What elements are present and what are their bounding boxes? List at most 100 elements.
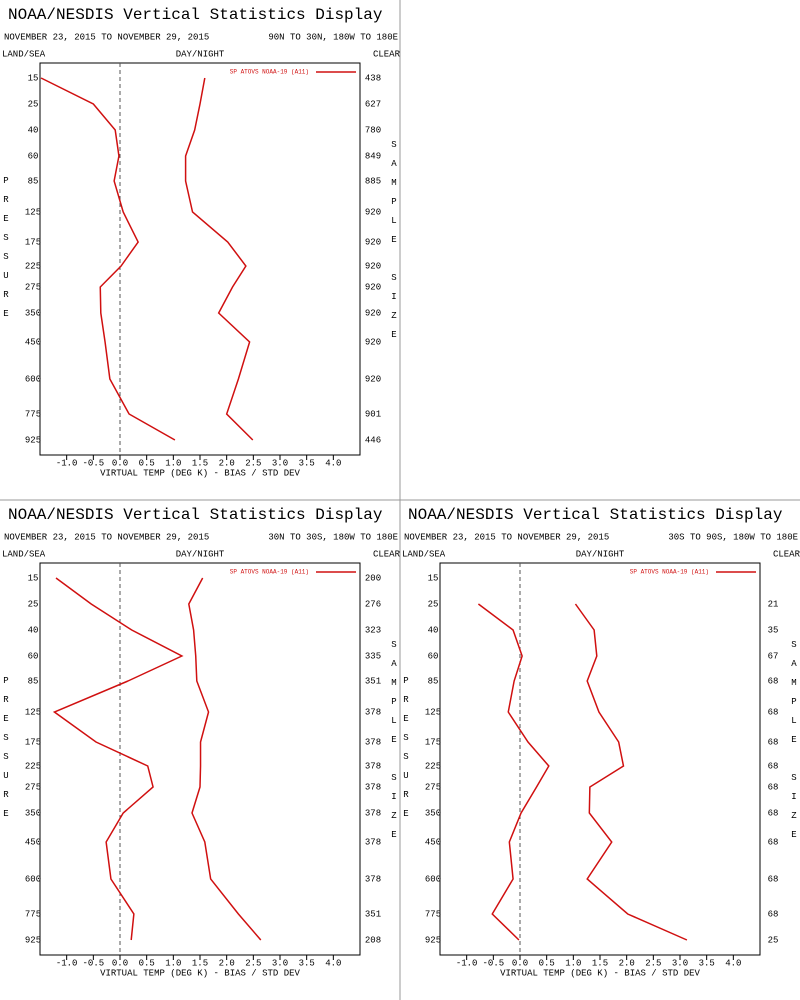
sample-size: 68 — [768, 761, 779, 771]
y-tick-label: 15 — [28, 573, 39, 583]
sample-size: 21 — [768, 599, 779, 609]
sample-size: 780 — [365, 125, 381, 135]
sample-size: 67 — [768, 651, 779, 661]
y-axis-label: PRESSURE — [401, 676, 411, 828]
legend-label: SP ATOVS NOAA-19 (A11) — [230, 69, 309, 76]
y-tick-label: 350 — [425, 808, 441, 818]
x-tick-label: 0.5 — [539, 958, 555, 968]
region: 30S TO 90S, 180W TO 180E — [668, 532, 798, 542]
y-tick-label: 600 — [425, 874, 441, 884]
series-line — [188, 577, 262, 941]
sample-size: 351 — [365, 909, 381, 919]
sample-size: 35 — [768, 625, 779, 635]
x-axis-label: VIRTUAL TEMP (DEG K) - BIAS / STD DEV — [100, 468, 300, 478]
x-tick-label: 4.0 — [325, 958, 341, 968]
chart-panel: NOAA/NESDIS Vertical Statistics Display N… — [1, 6, 401, 478]
sample-size: 68 — [768, 676, 779, 686]
y-tick-label: 15 — [28, 73, 39, 83]
x-tick-label: 2.0 — [219, 458, 235, 468]
y-tick-label: 40 — [28, 125, 39, 135]
sample-size: 378 — [365, 707, 381, 717]
sample-size: 378 — [365, 782, 381, 792]
series-line — [184, 77, 254, 441]
sample-size: 68 — [768, 874, 779, 884]
region: 30N TO 30S, 180W TO 180E — [268, 532, 398, 542]
y-tick-label: 175 — [425, 737, 441, 747]
sample-size: 378 — [365, 874, 381, 884]
y-tick-label: 775 — [25, 409, 41, 419]
sample-size: 68 — [768, 782, 779, 792]
x-tick-label: 1.5 — [592, 958, 608, 968]
x-axis-label: VIRTUAL TEMP (DEG K) - BIAS / STD DEV — [100, 968, 300, 978]
x-axis-label: VIRTUAL TEMP (DEG K) - BIAS / STD DEV — [500, 968, 700, 978]
sample-size: 378 — [365, 761, 381, 771]
y-tick-label: 350 — [25, 308, 41, 318]
sample-size: 920 — [365, 374, 381, 384]
x-tick-label: 0.0 — [112, 458, 128, 468]
x-tick-label: 3.0 — [272, 458, 288, 468]
date-range: NOVEMBER 23, 2015 TO NOVEMBER 29, 2015 — [404, 532, 609, 542]
y-tick-label: 275 — [425, 782, 441, 792]
x-tick-label: 1.0 — [165, 458, 181, 468]
sample-size: 378 — [365, 837, 381, 847]
y-tick-label: 60 — [28, 651, 39, 661]
y-tick-label: 125 — [25, 707, 41, 717]
y-tick-label: 925 — [25, 435, 41, 445]
sample-size: 68 — [768, 707, 779, 717]
y-tick-label: 60 — [428, 651, 439, 661]
sample-size: 68 — [768, 909, 779, 919]
sample-size: 885 — [365, 176, 381, 186]
x-tick-label: 0.0 — [112, 958, 128, 968]
legend-label: SP ATOVS NOAA-19 (A11) — [630, 569, 709, 576]
clear: CLEAR — [373, 49, 401, 59]
y-tick-label: 60 — [28, 151, 39, 161]
x-tick-label: -1.0 — [456, 958, 478, 968]
y-tick-label: 85 — [428, 676, 439, 686]
x-tick-label: 4.0 — [725, 958, 741, 968]
x-tick-label: 1.0 — [565, 958, 581, 968]
land-sea: LAND/SEA — [402, 549, 446, 559]
y2-axis-label: SAMPLE SIZE — [389, 640, 399, 849]
sample-size: 627 — [365, 99, 381, 109]
series-line — [40, 77, 176, 441]
y-tick-label: 40 — [28, 625, 39, 635]
legend-label: SP ATOVS NOAA-19 (A11) — [230, 569, 309, 576]
x-tick-label: 0.5 — [139, 958, 155, 968]
x-tick-label: 0.5 — [139, 458, 155, 468]
x-tick-label: 1.5 — [192, 958, 208, 968]
y-tick-label: 925 — [25, 935, 41, 945]
day-night: DAY/NIGHT — [176, 549, 225, 559]
x-tick-label: 2.5 — [245, 458, 261, 468]
y-tick-label: 25 — [28, 99, 39, 109]
day-night: DAY/NIGHT — [576, 549, 625, 559]
sample-size: 920 — [365, 337, 381, 347]
x-tick-label: -0.5 — [83, 958, 105, 968]
y-tick-label: 125 — [425, 707, 441, 717]
y-tick-label: 15 — [428, 573, 439, 583]
y-axis-label: PRESSURE — [1, 676, 11, 828]
sample-size: 849 — [365, 151, 381, 161]
y-tick-label: 600 — [25, 374, 41, 384]
chart-title: NOAA/NESDIS Vertical Statistics Display — [8, 6, 383, 24]
land-sea: LAND/SEA — [2, 549, 46, 559]
y-tick-label: 85 — [28, 676, 39, 686]
y-tick-label: 225 — [425, 761, 441, 771]
y-tick-label: 925 — [425, 935, 441, 945]
day-night: DAY/NIGHT — [176, 49, 225, 59]
sample-size: 208 — [365, 935, 381, 945]
sample-size: 378 — [365, 808, 381, 818]
y-tick-label: 600 — [25, 874, 41, 884]
y-tick-label: 350 — [25, 808, 41, 818]
x-tick-label: -0.5 — [483, 958, 505, 968]
y-tick-label: 40 — [428, 625, 439, 635]
sample-size: 920 — [365, 237, 381, 247]
sample-size: 438 — [365, 73, 381, 83]
y-tick-label: 225 — [25, 261, 41, 271]
y-tick-label: 775 — [25, 909, 41, 919]
x-tick-label: 2.5 — [245, 958, 261, 968]
sample-size: 920 — [365, 207, 381, 217]
y-tick-label: 25 — [428, 599, 439, 609]
x-tick-label: 3.0 — [672, 958, 688, 968]
sample-size: 323 — [365, 625, 381, 635]
